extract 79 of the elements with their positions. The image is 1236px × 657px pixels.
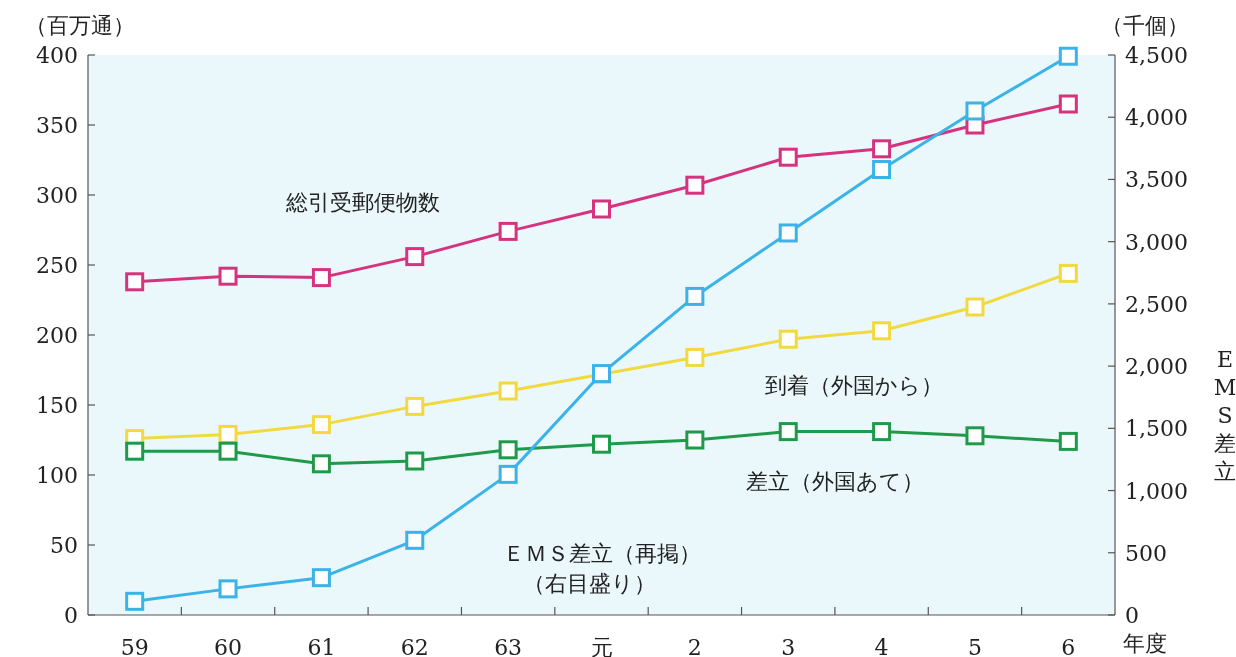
point [965, 101, 985, 121]
y-tick-label: 300 [36, 183, 78, 208]
point [965, 426, 985, 446]
point [685, 430, 705, 450]
x-tick-label: 元 [590, 635, 613, 657]
point [405, 451, 425, 471]
point [498, 381, 518, 401]
point [1058, 94, 1078, 114]
point [1058, 46, 1078, 66]
x-tick-label: 62 [400, 635, 429, 657]
point [872, 159, 892, 179]
point [125, 591, 145, 611]
y2-tick-label: 500 [1125, 540, 1167, 566]
point [311, 454, 331, 474]
point [965, 297, 985, 317]
y2-tick-label: 1,500 [1125, 416, 1188, 442]
y-axis-title: （百万通） [25, 13, 135, 38]
x-tick-label: 6 [1061, 635, 1076, 657]
y2-tick-label: 4,000 [1125, 105, 1188, 131]
y2-tick-label: 0 [1125, 603, 1139, 628]
text: ＥＭＳ差立（再掲） [502, 541, 701, 567]
y-tick-label: 250 [36, 253, 78, 278]
point [125, 272, 145, 292]
x-tick-label: 60 [214, 635, 243, 657]
series-label: 到着（外国から） [764, 373, 943, 399]
y2-tick-label: 2,000 [1125, 354, 1188, 380]
y2-tick-label: 3,000 [1125, 229, 1188, 255]
x-tick-label: 61 [307, 635, 336, 657]
point [778, 329, 798, 349]
point [872, 139, 892, 159]
point [311, 568, 331, 588]
point [685, 175, 705, 195]
point [218, 424, 238, 444]
point [498, 221, 518, 241]
y2-tick-label: 4,500 [1125, 43, 1188, 68]
text: （千個） [1101, 13, 1189, 38]
x-tick-label: 2 [687, 635, 702, 657]
y-tick-label: 150 [36, 393, 78, 418]
y2-tick-label: 3,500 [1125, 167, 1188, 193]
x-tick-label: 5 [967, 635, 982, 657]
x-tick-label: 63 [494, 635, 523, 657]
point [498, 464, 518, 484]
point [778, 422, 798, 442]
point [405, 396, 425, 416]
point [405, 247, 425, 267]
point [311, 268, 331, 288]
point [498, 440, 518, 460]
series-label: 差立（外国あて） [745, 468, 924, 494]
x-axis-title: 年度 [1123, 631, 1167, 656]
series-label: 総引受郵便物数 [285, 190, 441, 215]
point [218, 266, 238, 286]
point [218, 441, 238, 461]
point [872, 321, 892, 341]
y-tick-label: 350 [36, 113, 78, 138]
y2-tick-label: 1,000 [1125, 478, 1188, 504]
y2label: EMS差立 [1213, 347, 1236, 485]
point [311, 415, 331, 435]
y-tick-label: 200 [36, 323, 78, 348]
point [592, 434, 611, 454]
point [1058, 263, 1078, 283]
point [685, 347, 705, 367]
point [778, 147, 798, 167]
y-tick-label: 50 [50, 533, 78, 558]
x-tick-label: 59 [120, 635, 149, 657]
point [218, 579, 238, 599]
point [872, 422, 892, 442]
point [125, 441, 145, 461]
y-tick-label: 0 [64, 603, 78, 628]
x-tick-label: 4 [874, 635, 889, 657]
y2-tick-label: 2,500 [1125, 291, 1188, 317]
point [778, 223, 798, 243]
y-tick-label: 100 [36, 463, 78, 488]
y-tick-label: 400 [36, 43, 78, 68]
point [405, 530, 425, 550]
point [592, 199, 611, 219]
point [1058, 431, 1078, 451]
x-tick-label: 3 [781, 635, 796, 657]
point [685, 286, 705, 306]
annotation: （右目盛り） [522, 570, 656, 596]
